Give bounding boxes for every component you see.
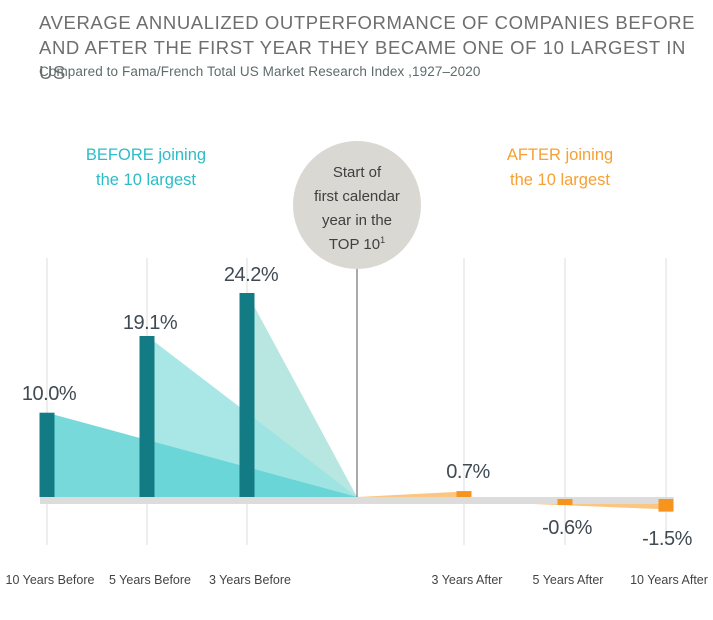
fill-area-3-years-after bbox=[357, 491, 472, 497]
tick-label-3-years-after: 3 Years After bbox=[432, 573, 503, 587]
before-label-line-1: BEFORE joining bbox=[86, 146, 206, 164]
tick-label-3-years-before: 3 Years Before bbox=[209, 573, 291, 587]
center-label-line-3: year in the bbox=[322, 212, 392, 229]
bar-5-years-before bbox=[139, 335, 155, 497]
center-label-line-2: first calendar bbox=[314, 188, 400, 205]
tick-label-5-years-before: 5 Years Before bbox=[109, 573, 191, 587]
tick-label-10-years-before: 10 Years Before bbox=[6, 573, 95, 587]
tick-label-10-years-after: 10 Years After bbox=[630, 573, 708, 587]
tick-label-layer: 10 Years Before 5 Years Before 3 Years Bef… bbox=[6, 573, 708, 587]
chart-subtitle: Compared to Fama/French Total US Market … bbox=[39, 64, 481, 79]
value-label-10-years-before: 10.0% bbox=[22, 383, 77, 405]
value-label-layer: 10.0% 19.1% 24.2% 0.7% -0.6% -1.5% bbox=[22, 264, 693, 550]
after-label-line-1: AFTER joining bbox=[507, 146, 613, 164]
chart-title: AVERAGE ANNUALIZED OUTPERFORMANCE OF COM… bbox=[39, 12, 696, 83]
value-label-5-years-after: -0.6% bbox=[542, 517, 592, 539]
value-label-3-years-before: 24.2% bbox=[224, 264, 279, 286]
before-label-line-2: the 10 largest bbox=[96, 171, 196, 189]
fill-area-10-years-before bbox=[47, 412, 357, 497]
center-circle bbox=[293, 141, 421, 269]
bar-layer bbox=[39, 292, 674, 512]
value-label-5-years-before: 19.1% bbox=[123, 312, 178, 334]
center-marker: Start of first calendar year in the TOP … bbox=[293, 141, 421, 497]
center-label-line-4: TOP 101 bbox=[329, 235, 385, 253]
center-label-top10: TOP 10 bbox=[329, 236, 380, 253]
footnote-marker: 1 bbox=[380, 235, 385, 245]
zero-baseline bbox=[40, 497, 673, 504]
after-label-line-2: the 10 largest bbox=[510, 171, 610, 189]
bar-3-years-before bbox=[239, 292, 255, 497]
value-label-10-years-after: -1.5% bbox=[642, 528, 692, 550]
bar-3-years-after bbox=[456, 491, 472, 497]
bar-10-years-after bbox=[658, 499, 674, 512]
bar-10-years-before bbox=[39, 412, 55, 497]
tick-label-5-years-after: 5 Years After bbox=[533, 573, 604, 587]
bar-5-years-after bbox=[557, 499, 573, 505]
value-label-3-years-after: 0.7% bbox=[446, 461, 490, 483]
center-label-line-1: Start of bbox=[333, 164, 382, 181]
